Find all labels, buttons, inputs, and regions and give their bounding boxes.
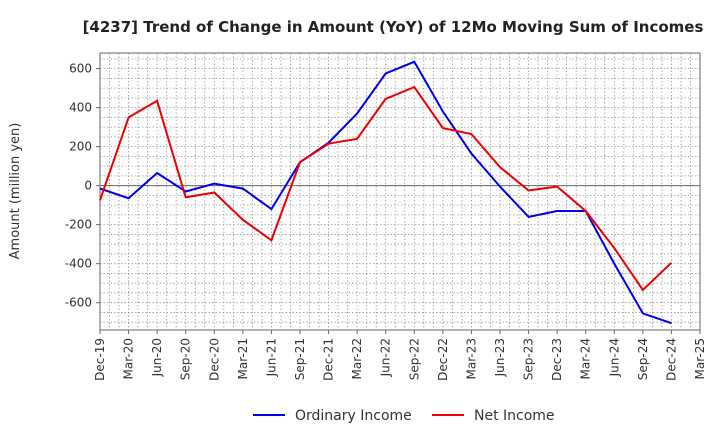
x-tick-label: Jun-24: [607, 338, 621, 377]
y-tick-label: 400: [69, 101, 92, 115]
x-tick-label: Sep-21: [293, 338, 307, 380]
legend-label: Ordinary Income: [295, 408, 412, 424]
x-tick-label: Mar-21: [236, 338, 250, 379]
x-tick-label: Jun-21: [264, 338, 278, 377]
axes: [96, 52, 701, 334]
x-tick-label: Mar-24: [579, 338, 593, 379]
y-tick-label: 0: [84, 179, 92, 193]
x-tick-label: Dec-22: [436, 338, 450, 381]
x-tick-label: Dec-19: [93, 338, 107, 381]
tick-labels: 600 400 200 0 -200 -400 -600 Dec-19 Mar-20 Jun-20…: [65, 62, 707, 381]
y-tick-label: 200: [69, 140, 92, 154]
x-tick-label: Sep-22: [407, 338, 421, 380]
x-tick-label: Dec-21: [322, 338, 336, 381]
series-line-0: [99, 60, 672, 325]
series-line-1: [99, 85, 673, 292]
y-tick-label: 600: [69, 62, 92, 76]
x-tick-label: Dec-24: [664, 338, 678, 381]
grid-lines: [99, 53, 701, 330]
y-tick-label: -200: [65, 218, 92, 232]
x-tick-label: Sep-24: [636, 338, 650, 380]
x-tick-label: Mar-20: [122, 338, 136, 379]
x-tick-label: Jun-22: [379, 338, 393, 377]
x-tick-label: Mar-22: [350, 338, 364, 379]
y-axis-title: Amount (million yen): [8, 123, 23, 260]
x-tick-label: Jun-20: [150, 338, 164, 377]
y-tick-label: -600: [65, 296, 92, 310]
x-tick-label: Jun-23: [493, 338, 507, 377]
chart-title: [4237] Trend of Change in Amount (YoY) o…: [83, 18, 704, 36]
x-tick-label: Sep-20: [179, 338, 193, 380]
x-tick-label: Mar-25: [693, 338, 707, 379]
x-tick-label: Mar-23: [464, 338, 478, 379]
legend-label: Net Income: [474, 408, 555, 424]
x-tick-label: Sep-23: [522, 338, 536, 380]
x-tick-label: Dec-23: [550, 338, 564, 381]
series-lines: [99, 60, 673, 325]
y-tick-label: -400: [65, 257, 92, 271]
plot-frame: [99, 52, 701, 331]
legend: Ordinary Income Net Income: [253, 408, 555, 424]
x-tick-label: Dec-20: [207, 338, 221, 381]
